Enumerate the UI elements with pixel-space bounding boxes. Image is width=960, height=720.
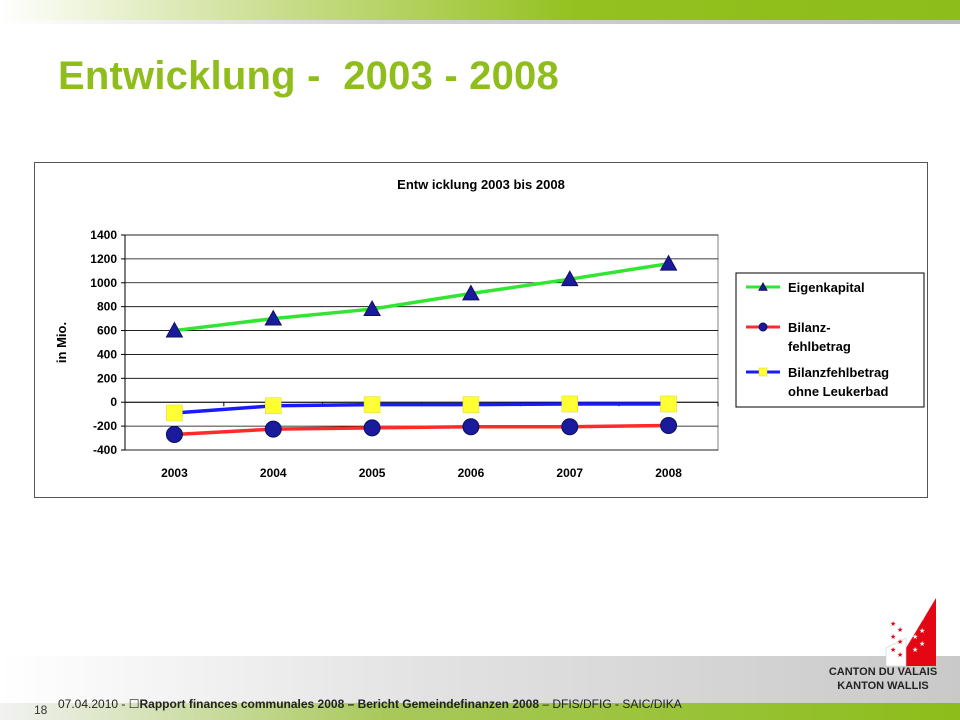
footer-date: 07.04.2010: [58, 697, 119, 711]
series-line: [174, 402, 669, 415]
data-point: [660, 395, 677, 413]
y-tick-label: -400: [93, 443, 117, 457]
data-point: [659, 254, 678, 271]
svg-text:★: ★: [919, 640, 925, 648]
legend-label: fehlbetrag: [788, 339, 851, 354]
y-tick-label: 1200: [90, 252, 117, 266]
svg-text:★: ★: [912, 620, 918, 628]
legend-swatch-marker: [758, 367, 768, 377]
y-tick-label: 800: [97, 300, 117, 314]
canton-logo-icon: ★★ ★★ ★★ ★★ ★★ ★★: [885, 598, 936, 667]
svg-text:★: ★: [919, 627, 925, 635]
data-point: [561, 418, 579, 436]
y-tick-label: 400: [97, 347, 117, 361]
logo-text-fr: CANTON DU VALAIS: [828, 666, 938, 678]
data-point: [363, 300, 381, 316]
data-point: [264, 309, 283, 326]
data-point: [264, 420, 282, 438]
line-chart: Entw icklung 2003 bis 2008 -400-20002004…: [54, 177, 925, 480]
footer-bullet-icon: ☐: [128, 697, 140, 711]
data-point: [660, 417, 678, 435]
svg-text:★: ★: [897, 626, 903, 634]
legend-swatch-marker: [758, 322, 768, 332]
data-point: [560, 270, 579, 287]
top-gray-line: [0, 20, 960, 24]
legend-label: Bilanz-: [788, 320, 831, 335]
x-tick-label: 2007: [556, 466, 583, 480]
data-point: [165, 425, 183, 443]
svg-text:★: ★: [897, 638, 903, 646]
svg-text:★: ★: [919, 614, 925, 622]
legend-label: Bilanzfehlbetrag: [788, 365, 889, 380]
footer-text: 07.04.2010 - ☐Rapport finances communale…: [58, 697, 682, 711]
y-axis-label: in Mio.: [54, 322, 69, 363]
page-number: 18: [34, 703, 48, 717]
data-point: [462, 418, 480, 436]
svg-text:★: ★: [912, 646, 918, 654]
svg-text:★: ★: [890, 620, 896, 628]
legend-swatch-marker: [758, 281, 768, 291]
legend-label: ohne Leukerbad: [788, 384, 888, 399]
data-point: [462, 284, 480, 301]
chart-title: Entw icklung 2003 bis 2008: [397, 177, 565, 192]
svg-text:★: ★: [890, 646, 896, 654]
chart-frame: Entw icklung 2003 bis 2008 -400 -200 0 200 4…: [34, 162, 928, 498]
data-point: [165, 321, 184, 338]
plot-area: -400 -200 0 200 400 600 800 1000 1200 1400 2003 200…: [54, 228, 719, 480]
y-tick-label: 600: [97, 324, 117, 338]
y-tick-label: 200: [97, 371, 117, 385]
data-point: [561, 395, 578, 413]
logo-text-de: KANTON WALLIS: [837, 680, 929, 692]
data-point: [363, 419, 381, 437]
x-tick-label: 2006: [458, 466, 485, 480]
footer-title: Rapport finances communales 2008 – Beric…: [139, 697, 539, 711]
svg-text:★: ★: [912, 633, 918, 641]
legend-box: [735, 272, 925, 408]
x-tick-label: 2003: [161, 466, 188, 480]
series-line: [174, 261, 669, 333]
data-point: [265, 397, 282, 415]
y-tick-label: 1400: [90, 228, 117, 242]
footer-accent-line: [0, 703, 960, 720]
y-tick-label: 0: [110, 395, 117, 409]
data-point: [462, 396, 480, 413]
slide-title: Entwicklung - 2003 - 2008: [58, 54, 559, 98]
y-tick-label: 1000: [90, 276, 117, 290]
x-tick-label: 2004: [260, 466, 287, 480]
footer-dept: – DFIS/DFIG - SAIC/DIKA: [542, 697, 682, 711]
svg-text:★: ★: [890, 633, 896, 641]
svg-text:★: ★: [897, 651, 903, 659]
plot-background: [124, 234, 719, 451]
x-tick-label: 2005: [359, 466, 386, 480]
data-point: [363, 396, 381, 413]
chart-legend: Eigenkapital Bilanz-fehlbetrag Bilanzfehlb…: [735, 272, 925, 408]
top-accent-bar: [0, 0, 960, 20]
series-line: [174, 423, 669, 437]
data-point: [166, 404, 183, 422]
x-tick-label: 2008: [655, 466, 682, 480]
y-tick-label: -200: [93, 419, 117, 433]
legend-label: Eigenkapital: [788, 280, 865, 295]
